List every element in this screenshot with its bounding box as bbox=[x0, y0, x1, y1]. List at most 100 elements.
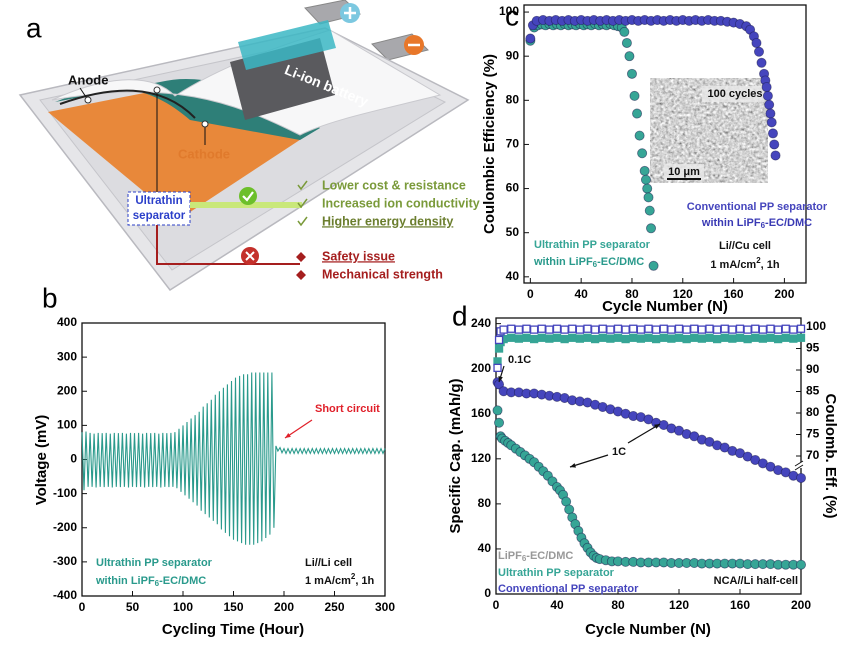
point bbox=[606, 325, 615, 334]
series-name: Conventional PP separator bbox=[687, 201, 828, 213]
annotation: 100 cycles bbox=[707, 88, 762, 100]
point bbox=[667, 325, 676, 334]
annotation: NCA//Li half-cell bbox=[714, 575, 798, 587]
point bbox=[568, 333, 577, 342]
point bbox=[796, 472, 807, 483]
y-tick-label: 160 bbox=[471, 406, 491, 420]
y-axis-label: Specific Cap. (mAh/g) bbox=[447, 378, 464, 533]
annotation-part: , 1h bbox=[761, 259, 780, 271]
point bbox=[583, 324, 592, 333]
x bbox=[245, 251, 255, 261]
annotation-part: -EC/DMC bbox=[765, 217, 812, 229]
point bbox=[636, 325, 646, 334]
y-tick-label: -100 bbox=[53, 486, 77, 500]
point bbox=[751, 324, 760, 333]
point bbox=[796, 324, 806, 333]
plus-sign bbox=[344, 7, 356, 19]
point bbox=[674, 324, 684, 333]
separator-label: Ultrathin bbox=[135, 195, 182, 207]
axis-break bbox=[794, 460, 804, 471]
separator-label: separator bbox=[133, 210, 186, 222]
point bbox=[720, 333, 729, 342]
point bbox=[640, 174, 651, 185]
y-tick-label: 50 bbox=[506, 225, 520, 239]
battery-label-bg bbox=[238, 20, 336, 70]
annotation-part: 1 mA/cm bbox=[305, 575, 351, 587]
point bbox=[644, 333, 653, 342]
y2-tick-label: 95 bbox=[806, 341, 820, 355]
y-tick-label: 200 bbox=[471, 361, 491, 375]
point bbox=[537, 324, 546, 333]
x-tick-label: 200 bbox=[774, 287, 794, 301]
good-bar bbox=[190, 202, 302, 208]
point bbox=[522, 324, 531, 333]
advantage: Lower cost & resistance bbox=[322, 178, 466, 192]
annotation-part: 2 bbox=[756, 256, 761, 265]
series-name: Ultrathin PP separator bbox=[498, 567, 615, 579]
arrow-head bbox=[654, 424, 660, 429]
annotation-part: LiPF bbox=[498, 550, 522, 562]
series-name: Ultrathin PP separator bbox=[96, 557, 213, 569]
y-tick-label: 400 bbox=[57, 315, 77, 329]
point bbox=[651, 334, 661, 344]
annotation-part: -EC/DMC bbox=[597, 256, 644, 268]
chart-d: d 0 40 80 120 160 200 0 40 80 120 160 200 240 70 75 80 85… bbox=[447, 300, 839, 638]
point bbox=[712, 325, 722, 334]
point bbox=[648, 260, 659, 271]
point bbox=[646, 223, 657, 234]
annotation: 10 μm bbox=[668, 166, 700, 178]
point bbox=[705, 324, 714, 333]
point bbox=[499, 325, 508, 334]
issue: Mechanical strength bbox=[322, 267, 443, 281]
point bbox=[674, 333, 684, 342]
point bbox=[781, 324, 790, 333]
x-tick-label: 0 bbox=[493, 598, 500, 612]
chart-b: b 0 50 100 150 200 250 300 -400 -300 -200 -100 0 100 2… bbox=[33, 282, 395, 638]
y-tick-label: 120 bbox=[471, 451, 491, 465]
point bbox=[613, 333, 623, 342]
y-tick-label: 70 bbox=[506, 137, 520, 151]
point bbox=[770, 150, 781, 161]
panel-label: a bbox=[26, 12, 42, 43]
point bbox=[761, 82, 772, 93]
point bbox=[796, 333, 806, 342]
panel-label: b bbox=[42, 282, 58, 313]
point bbox=[682, 325, 691, 334]
x-tick-label: 40 bbox=[574, 287, 588, 301]
y-tick-label: 80 bbox=[506, 92, 520, 106]
arrow-head bbox=[285, 432, 291, 438]
point bbox=[598, 333, 607, 342]
issue: Safety issue bbox=[322, 249, 395, 263]
point bbox=[626, 68, 637, 79]
y2-tick-label: 70 bbox=[806, 448, 820, 462]
dot bbox=[84, 96, 92, 104]
advantage: Increased ion conductivity bbox=[322, 196, 480, 210]
point bbox=[537, 333, 546, 342]
point bbox=[507, 324, 516, 333]
point bbox=[735, 324, 745, 333]
series-name: Ultrathin PP separator bbox=[534, 239, 651, 251]
arrow-head bbox=[570, 463, 576, 468]
y-tick-label: 300 bbox=[57, 349, 77, 363]
point bbox=[720, 324, 729, 333]
point bbox=[754, 46, 765, 57]
y-tick-label: -200 bbox=[53, 520, 77, 534]
annotation-part: 6 bbox=[155, 579, 160, 588]
y2-tick-label: 85 bbox=[806, 384, 820, 398]
point bbox=[494, 335, 504, 345]
point bbox=[629, 324, 638, 333]
point bbox=[621, 37, 632, 48]
y2-tick-label: 100 bbox=[806, 319, 826, 333]
point bbox=[762, 90, 773, 101]
x-tick-label: 150 bbox=[223, 600, 243, 614]
point bbox=[773, 325, 783, 334]
y-tick-label: 0 bbox=[70, 452, 77, 466]
y-tick-label: -300 bbox=[53, 554, 77, 568]
point bbox=[552, 324, 562, 333]
annotation-part: within LiPF bbox=[95, 575, 155, 587]
diamonds bbox=[296, 252, 306, 280]
annotation-part: 6 bbox=[522, 554, 527, 563]
x-tick-label: 160 bbox=[724, 287, 744, 301]
point bbox=[590, 325, 600, 334]
